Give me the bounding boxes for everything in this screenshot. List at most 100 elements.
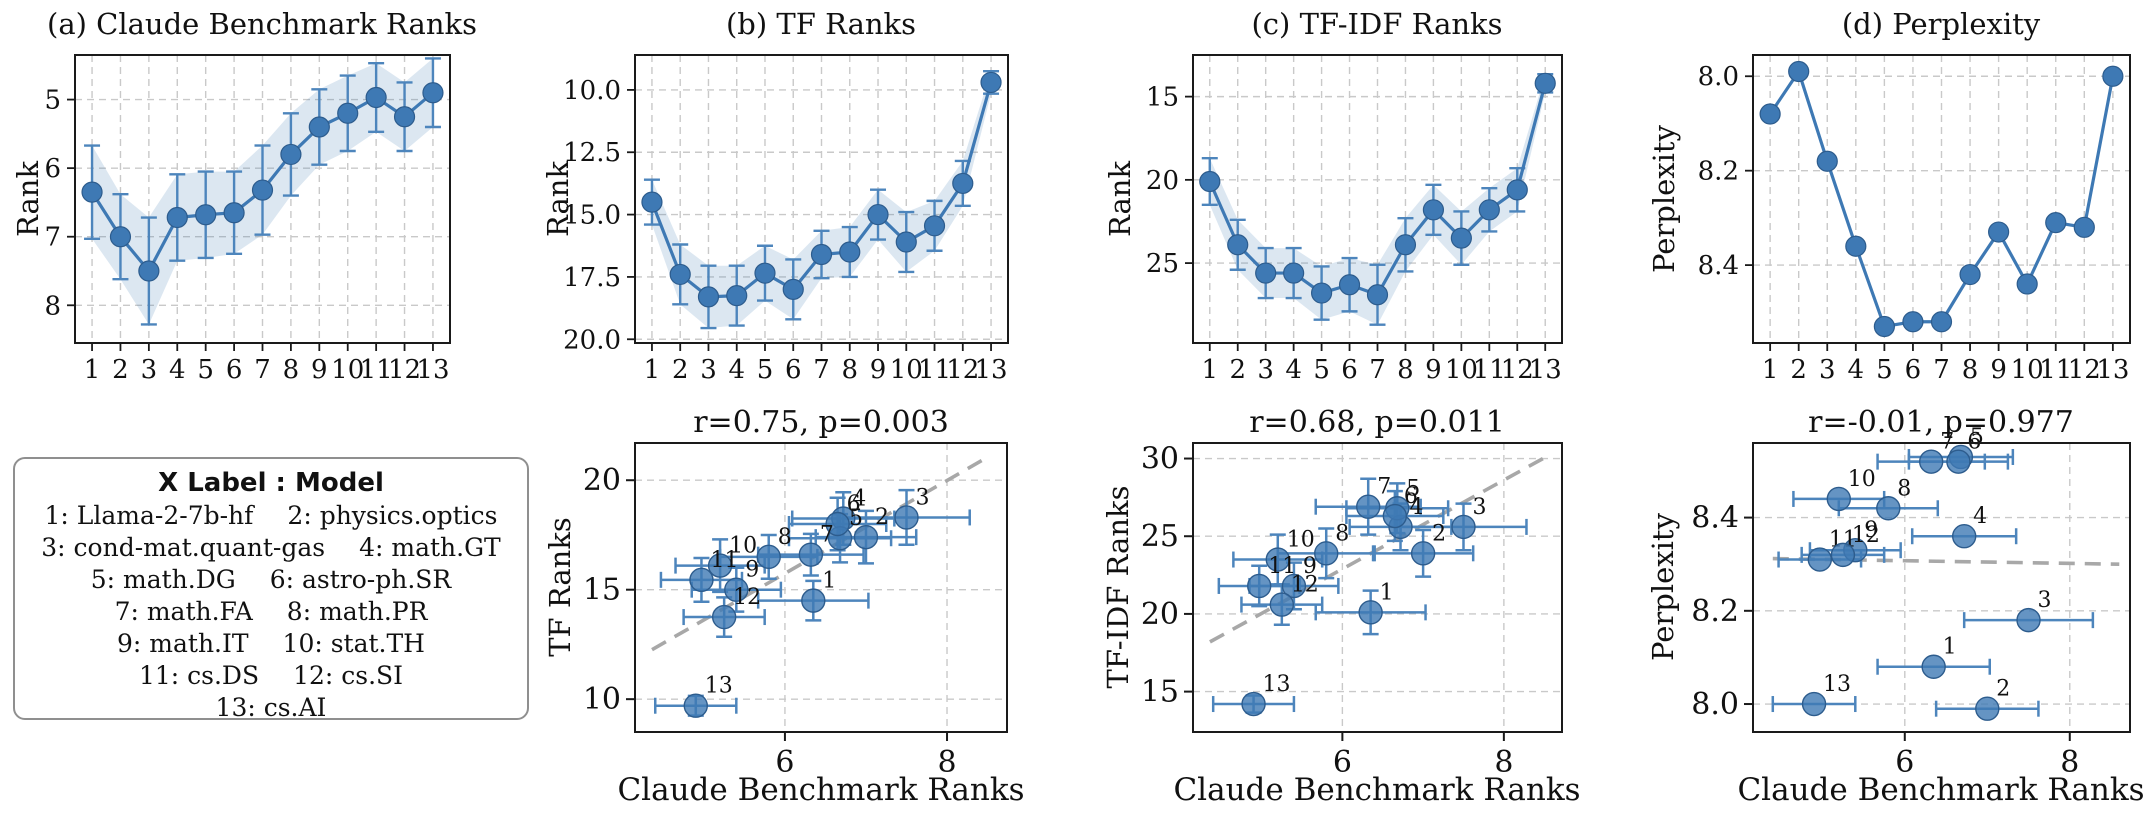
data-point: [1788, 60, 1810, 83]
x-tick-label: 13: [974, 355, 1007, 385]
axes-spines: [1192, 54, 1563, 344]
data-point: [1241, 691, 1266, 717]
data-point: [1283, 262, 1305, 284]
y-tick-label: 6: [44, 154, 61, 184]
legend-row: 5: math.DG 6: astro-ph.SR: [15, 564, 527, 596]
point-label: 10: [729, 534, 757, 559]
data-point: [1826, 486, 1851, 512]
data-point: [1975, 696, 2000, 721]
x-tick-label: 8: [937, 745, 956, 780]
data-point: [1951, 524, 1977, 549]
legend-row: 11: cs.DS 12: cs.SI: [15, 660, 527, 692]
data-point: [1199, 170, 1221, 193]
data-point: [1506, 179, 1528, 201]
point-label: 6: [847, 492, 861, 517]
x-tick-label: 6: [226, 355, 243, 385]
y-tick-label: 25: [1146, 249, 1179, 279]
scatter-ppl-xlabel: Claude Benchmark Ranks: [1737, 772, 2145, 808]
point-label: 13: [1823, 672, 1851, 697]
x-tick-label: 8: [1962, 355, 1979, 385]
x-tick-label: 2: [112, 355, 129, 385]
data-point: [1422, 199, 1445, 221]
data-point: [1845, 235, 1867, 257]
data-point: [1265, 547, 1290, 572]
data-point: [1358, 600, 1383, 625]
x-tick-label: 13: [1529, 355, 1562, 385]
scatter-tf-title: r=0.75, p=0.003: [693, 405, 949, 440]
y-tick-label: 30: [1141, 442, 1179, 477]
x-tick-label: 4: [1285, 355, 1302, 385]
data-point: [1450, 227, 1472, 249]
y-tick-label: 20: [583, 463, 621, 498]
legend-entry: 13: cs.AI: [215, 693, 327, 722]
data-point: [1366, 284, 1389, 306]
point-label: 9: [1303, 554, 1317, 579]
chart-c-title: (c) TF-IDF Ranks: [1251, 7, 1503, 41]
x-tick-label: 10: [890, 355, 923, 385]
data-point: [952, 172, 974, 195]
data-point: [867, 203, 889, 226]
point-label: 6: [1404, 484, 1418, 509]
y-tick-label: 17.5: [563, 263, 621, 293]
x-tick-label: 10: [2011, 355, 2044, 385]
x-tick-label: 7: [1369, 355, 1386, 385]
legend-entry: 9: math.IT: [117, 629, 249, 658]
x-tick-label: 12: [946, 355, 979, 385]
legend-title: X Label : Model: [158, 468, 384, 498]
x-tick-label: 3: [700, 355, 717, 385]
scatter-tf-xlabel: Claude Benchmark Ranks: [617, 772, 1025, 808]
data-point: [2016, 607, 2041, 633]
data-point: [308, 116, 330, 138]
point-label: 5: [1406, 476, 1420, 501]
data-point: [138, 260, 160, 282]
legend-row: 3: cond-mat.quant-gas 4: math.GT: [15, 532, 527, 564]
data-point: [2102, 65, 2124, 87]
legend-entry: 8: math.PR: [286, 597, 428, 626]
data-point: [810, 243, 833, 266]
series-markers: [641, 71, 1002, 308]
scatter-tfidf-xlabel: Claude Benchmark Ranks: [1173, 772, 1581, 808]
data-point: [801, 588, 826, 613]
y-tick-label: 8.4: [1698, 251, 1739, 281]
x-tick-label: 5: [757, 355, 774, 385]
x-tick-label: 3: [1819, 355, 1836, 385]
x-tick-label: 1: [644, 355, 661, 385]
model-legend: X Label : Model 1: Llama-2-7b-hf 2: physi…: [13, 457, 529, 722]
data-point: [2073, 216, 2095, 238]
point-label: 4: [1410, 495, 1424, 520]
data-point: [109, 226, 132, 248]
chart-d-title: (d) Perplexity: [1841, 7, 2041, 41]
data-point: [1356, 494, 1381, 519]
data-point: [1338, 274, 1361, 296]
x-tick-label: 13: [416, 355, 449, 385]
data-point: [697, 286, 720, 308]
scatter-tfidf-ylabel: TF-IDF Ranks: [1101, 485, 1135, 689]
x-tick-label: 12: [2068, 355, 2101, 385]
data-point: [1946, 449, 1971, 474]
x-tick-label: 10: [331, 355, 364, 385]
y-tick-label: 15.0: [563, 201, 621, 231]
x-tick-label: 2: [1229, 355, 1246, 385]
data-point: [1959, 263, 1981, 286]
x-tick-label: 8: [2060, 745, 2079, 780]
y-tick-label: 12.5: [563, 138, 621, 168]
y-tick-label: 15: [1146, 83, 1179, 113]
data-point: [1988, 221, 2010, 243]
data-point: [280, 143, 302, 166]
data-point: [711, 604, 737, 630]
chart-c-ylabel: Rank: [1103, 160, 1137, 238]
series-markers: [81, 82, 444, 282]
data-point: [754, 262, 776, 284]
data-point: [782, 278, 804, 300]
y-tick-label: 8: [44, 291, 61, 321]
x-tick-label: 5: [1313, 355, 1330, 385]
data-point: [1801, 691, 1827, 717]
x-tick-label: 2: [672, 355, 689, 385]
data-point: [707, 553, 733, 578]
